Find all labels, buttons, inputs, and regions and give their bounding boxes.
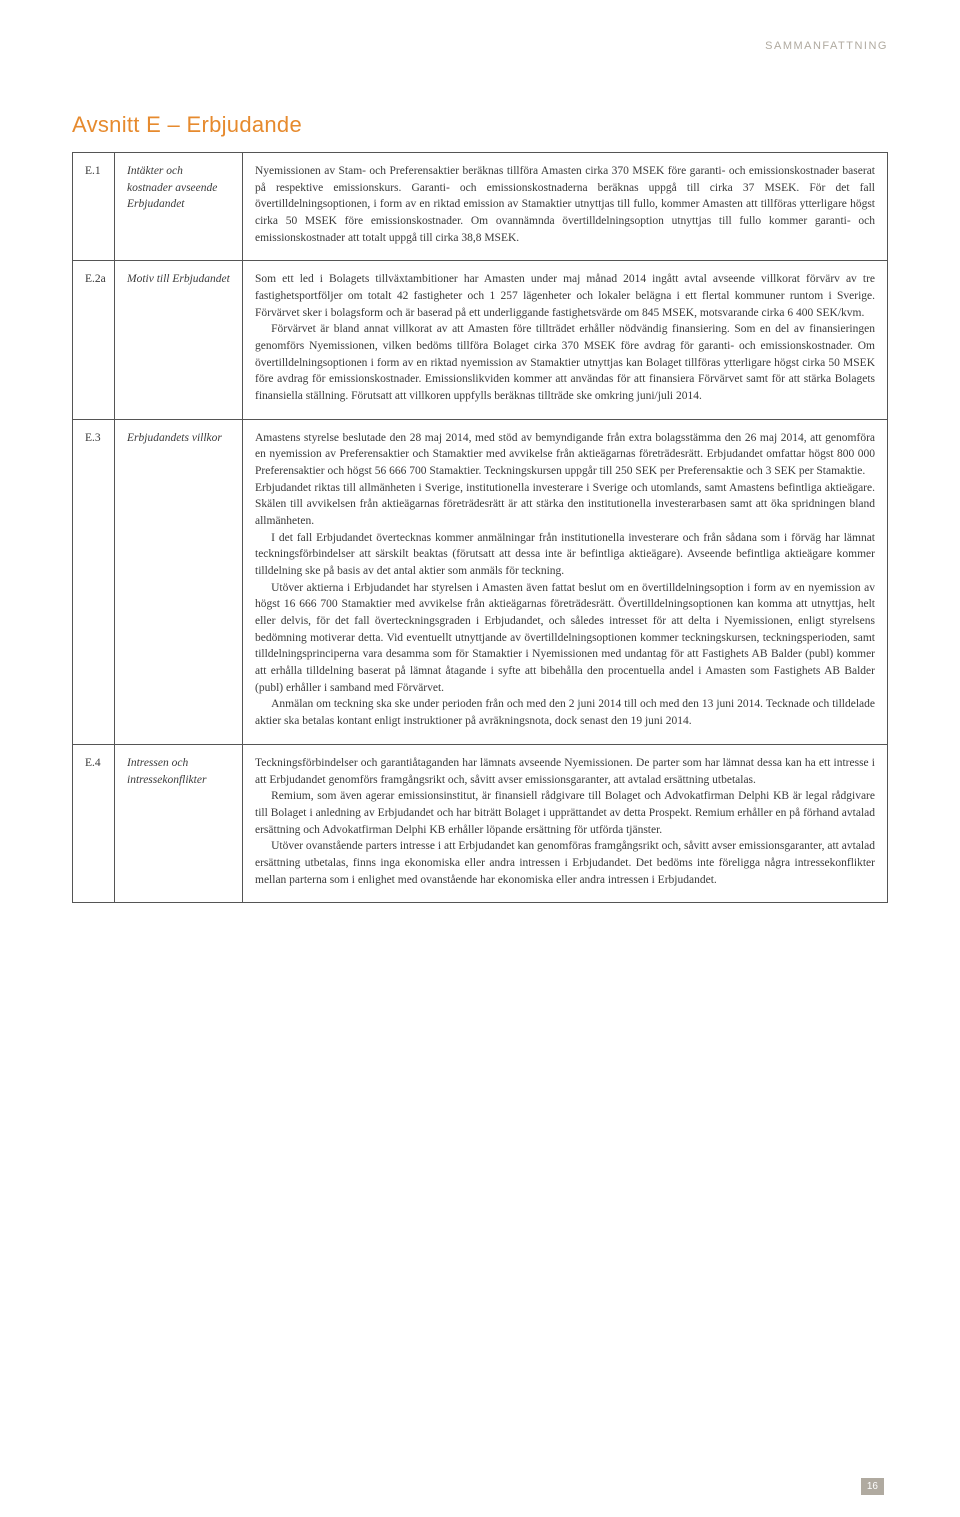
row-body: Som ett led i Bolagets tillväxtambitione… [243,261,888,419]
page: SAMMANFATTNING Avsnitt E – Erbjudande E.… [0,0,960,1517]
table-row: E.2aMotiv till ErbjudandetSom ett led i … [73,261,888,419]
row-code: E.1 [73,153,115,261]
row-paragraph: I det fall Erbjudandet övertecknas komme… [255,530,875,580]
table-row: E.1Intäkter och kostnader avseende Erbju… [73,153,888,261]
row-label: Intäkter och kostnader avseende Erbjudan… [115,153,243,261]
row-paragraph: Remium, som även agerar emissionsinstitu… [255,788,875,838]
row-label: Erbjudandets villkor [115,419,243,744]
row-label: Motiv till Erbjudandet [115,261,243,419]
table-row: E.3Erbjudandets villkorAmastens styrelse… [73,419,888,744]
row-paragraph: Nyemissionen av Stam- och Preferensaktie… [255,163,875,246]
row-paragraph: Anmälan om teckning ska ske under period… [255,696,875,729]
row-paragraph: Utöver ovanstående parters intresse i at… [255,838,875,888]
page-number: 16 [861,1478,884,1495]
row-code: E.2a [73,261,115,419]
row-paragraph: Utöver aktierna i Erbjudandet har styrel… [255,580,875,697]
section-title: Avsnitt E – Erbjudande [72,112,888,138]
row-body: Amastens styrelse beslutade den 28 maj 2… [243,419,888,744]
row-paragraph: Teckningsförbindelser och garantiåtagand… [255,755,875,788]
table-row: E.4Intressen och intressekonflikter Teckn… [73,744,888,902]
row-label: Intressen och intressekonflikter [115,744,243,902]
row-paragraph: Erbjudandet riktas till allmänheten i Sv… [255,480,875,530]
row-body: Nyemissionen av Stam- och Preferensaktie… [243,153,888,261]
row-paragraph: Förvärvet är bland annat villkorat av at… [255,321,875,404]
row-body: Teckningsförbindelser och garantiåtagand… [243,744,888,902]
row-paragraph: Som ett led i Bolagets tillväxtambitione… [255,271,875,321]
summary-table: E.1Intäkter och kostnader avseende Erbju… [72,152,888,903]
row-paragraph: Amastens styrelse beslutade den 28 maj 2… [255,430,875,480]
header-label: SAMMANFATTNING [72,40,888,52]
row-code: E.3 [73,419,115,744]
row-code: E.4 [73,744,115,902]
